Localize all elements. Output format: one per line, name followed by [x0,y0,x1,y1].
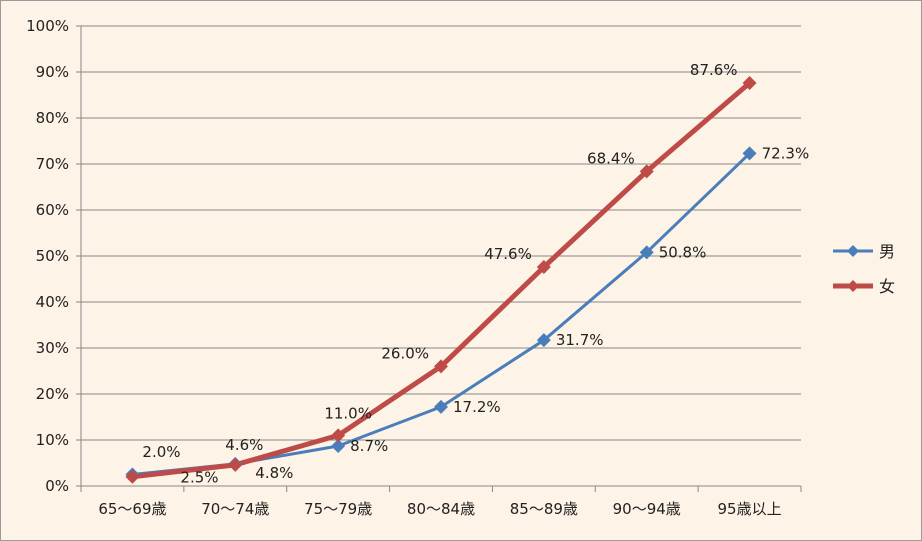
x-tick-label: 95歳以上 [718,500,782,518]
y-tick-label: 70% [36,155,69,173]
data-point [536,260,551,275]
data-label: 11.0% [324,404,372,422]
data-point [639,245,654,260]
y-tick-label: 90% [36,63,69,81]
x-tick-label: 80～84歳 [407,500,475,518]
data-point [434,359,448,374]
data-point [434,399,448,414]
legend-marker [847,245,859,257]
x-tick-label: 65～69歳 [98,500,166,518]
data-label: 50.8% [659,243,707,261]
data-point [125,469,140,484]
data-label: 31.7% [556,331,604,349]
data-point [331,428,346,443]
legend-label: 女 [879,277,895,296]
data-point [639,164,654,179]
series-line-0 [132,152,751,476]
data-point [742,76,757,91]
data-point [331,438,346,453]
data-label: 4.8% [255,464,293,482]
y-tick-label: 30% [36,339,69,357]
data-label: 87.6% [690,61,738,79]
series-line-1 [132,81,752,480]
y-tick-label: 40% [36,293,69,311]
legend-label: 男 [879,242,895,261]
y-tick-label: 20% [36,385,69,403]
data-label: 47.6% [484,245,532,263]
data-label: 26.0% [381,344,429,362]
y-tick-label: 0% [45,477,69,495]
y-tick-label: 50% [36,247,69,265]
data-label: 8.7% [350,437,388,455]
data-point [536,333,551,348]
legend-marker [847,280,859,292]
x-tick-label: 70～74歳 [201,500,269,518]
x-tick-label: 90～94歳 [613,500,681,518]
data-label: 4.6% [225,436,263,454]
x-tick-label: 85～89歳 [510,500,578,518]
data-label: 2.5% [180,469,218,487]
y-tick-label: 80% [36,109,69,127]
y-tick-label: 60% [36,201,69,219]
data-label: 68.4% [587,149,635,167]
data-point [228,457,243,472]
data-label: 2.0% [142,443,180,461]
y-tick-label: 100% [26,17,69,35]
y-tick-label: 10% [36,431,69,449]
x-tick-label: 75～79歳 [304,500,372,518]
data-label: 72.3% [762,144,810,162]
data-label: 17.2% [453,398,501,416]
data-point [742,146,757,161]
